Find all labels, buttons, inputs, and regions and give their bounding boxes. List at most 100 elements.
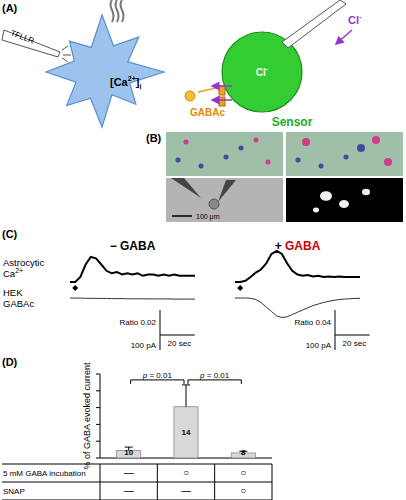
row-label: Astrocytic (3, 257, 44, 268)
stimulus-marker (72, 285, 78, 291)
sample-size-label: 10 (124, 448, 133, 457)
sensor-label: Sensor (272, 115, 313, 129)
gaba-release (198, 88, 216, 92)
p-value-label: p = 0.01 (142, 371, 173, 380)
ratio-scale-bar (335, 310, 336, 335)
scale-bar (172, 215, 192, 217)
panel-label: (D) (2, 356, 18, 368)
cell-dot (302, 138, 310, 146)
row-label-sup: 2+ (15, 267, 23, 274)
bar (174, 407, 198, 458)
y-axis (100, 374, 101, 458)
p-rest: = 0.01 (147, 371, 172, 380)
panel-d: (D)% of GABA evoked current10148p = 0.01… (2, 356, 272, 500)
condition-heading: − GABA (110, 239, 156, 253)
panel-label: (A) (2, 2, 18, 14)
calcium-trace (70, 257, 195, 282)
cell-blob (362, 189, 370, 195)
panel-a: (A)TFLLR[Ca2+]iGABAcCl-Cl-Sensor (2, 0, 362, 129)
y-tick (96, 390, 100, 391)
p-value-label: p = 0.01 (199, 371, 230, 380)
condition-cell: — (124, 467, 134, 478)
table-divider (214, 464, 215, 500)
cell-dot (344, 155, 349, 160)
condition-cell: — (181, 485, 191, 496)
astrocyte (46, 15, 164, 127)
condition-cell: — (124, 485, 134, 496)
cell-image (209, 199, 219, 209)
table-divider (100, 464, 101, 500)
chloride-base: Cl (348, 14, 359, 26)
chloride-arrow (212, 99, 232, 101)
figure: (A)TFLLR[Ca2+]iGABAcCl-Cl-Sensor(B)100 μ… (0, 0, 406, 500)
chloride-label: Cl- (348, 12, 362, 26)
recording-pipette (282, 0, 346, 48)
stimulus-marker (237, 285, 243, 291)
time-scale-label: 20 sec (168, 339, 192, 348)
table-rule (2, 464, 272, 465)
current-scale-label: 100 pA (306, 341, 332, 350)
condition-name: GABA (285, 239, 321, 253)
micrograph-fluorescence (166, 132, 283, 176)
gabac-receptor (219, 97, 225, 106)
p-rest: = 0.01 (205, 371, 230, 380)
cell-dot (239, 146, 244, 151)
bars (117, 385, 256, 458)
error-bar (182, 385, 190, 407)
receptor-icon (111, 0, 114, 22)
table-divider (157, 464, 158, 500)
current-trace (70, 298, 195, 299)
cell-dot (254, 138, 259, 143)
table-divider (272, 464, 273, 500)
cell-dot (319, 164, 324, 169)
vesicle (185, 91, 195, 101)
receptor-icon (116, 0, 119, 22)
condition-sign: − (110, 239, 120, 253)
time-scale-bar (160, 335, 195, 336)
chloride-arrow (336, 30, 352, 44)
significance-bracket (131, 380, 184, 384)
micrograph-fluorescence-dark (286, 178, 403, 222)
condition-cell: ○ (240, 485, 246, 496)
calcium-sub: i (139, 83, 141, 90)
condition-cell: ○ (183, 467, 189, 478)
row-label: GABAc (3, 298, 34, 309)
cell-blob (313, 208, 319, 213)
calcium-base: [Ca (110, 76, 129, 88)
pipette-image (218, 180, 236, 202)
current-scale-bar (335, 335, 336, 350)
chloride-arrow (212, 85, 232, 87)
sample-size-label: 8 (241, 448, 246, 457)
row-label-text: HEK (3, 287, 23, 298)
cell-dot (199, 164, 204, 169)
current-scale-bar (160, 335, 161, 350)
condition-name: GABA (120, 239, 156, 253)
cell-dot (266, 160, 271, 165)
y-tick (96, 458, 100, 459)
panel-label: (B) (146, 132, 162, 144)
y-tick (96, 424, 100, 425)
calcium-trace (235, 251, 360, 282)
micrograph-fluorescence (286, 132, 403, 176)
panel-c: (C)− GABA+ GABAAstrocyticCa2+HEKGABAcRat… (2, 228, 370, 350)
condition-heading: + GABA (275, 239, 321, 253)
panel-b: (B)100 μm (146, 132, 403, 222)
ratio-scale-label: Ratio 0.04 (295, 318, 332, 327)
ratio-scale-bar (160, 310, 161, 335)
y-tick (96, 407, 100, 408)
row-label-text: Astrocytic (3, 257, 44, 268)
micrograph-brightfield (166, 178, 283, 222)
significance-bracket (188, 380, 241, 384)
table-rule (2, 482, 272, 483)
cell-blob (339, 200, 349, 208)
current-scale-label: 100 pA (131, 341, 157, 350)
panel-label: (C) (2, 228, 18, 240)
row-label: Ca2+ (3, 267, 23, 279)
cell-dot (176, 158, 181, 163)
sample-size-label: 14 (182, 428, 191, 437)
y-tick (96, 374, 100, 375)
cell-dot (372, 136, 380, 144)
receptor-label: GABAc (190, 107, 225, 118)
stimulus-label: TFLLR (9, 28, 35, 45)
gabac-receptor (219, 86, 225, 95)
